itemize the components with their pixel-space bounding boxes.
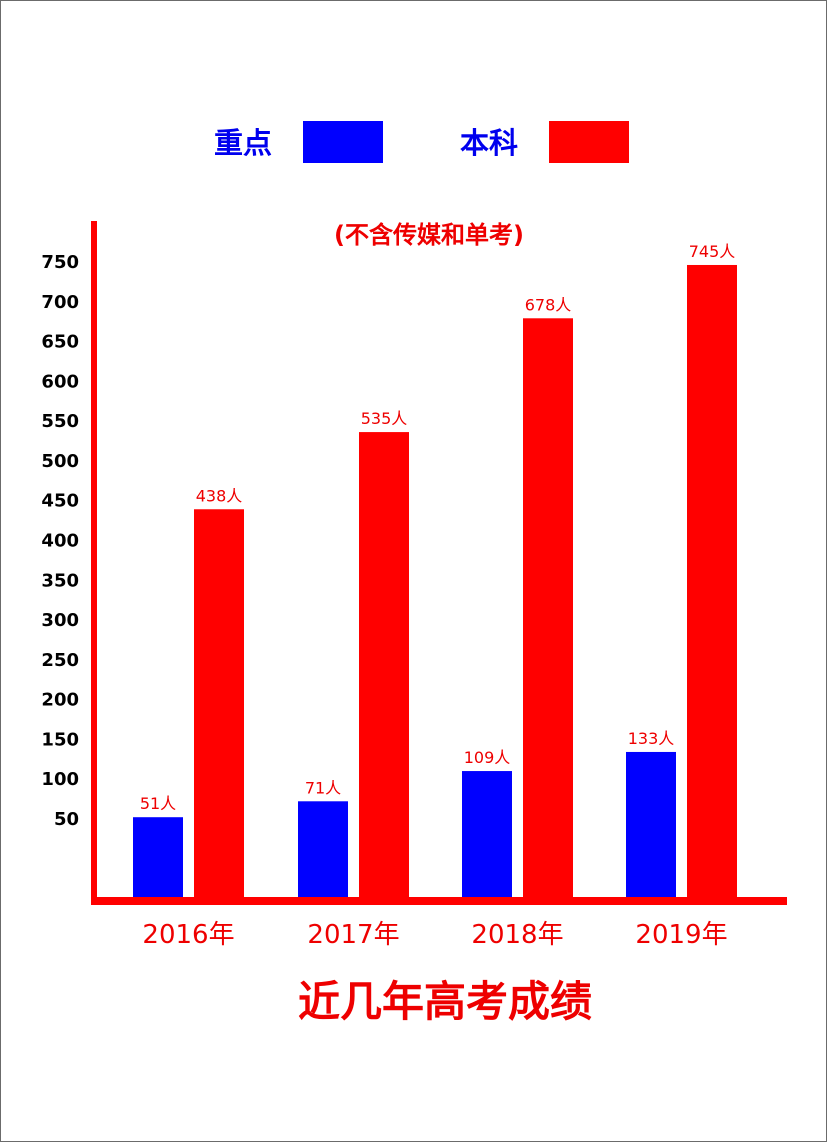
y-tick-label: 750 (41, 252, 79, 273)
y-tick-label: 450 (41, 491, 79, 512)
y-tick-label: 100 (41, 769, 79, 790)
data-label: 678人 (525, 295, 572, 314)
data-label: 133人 (628, 729, 675, 748)
chart-subtitle: (不含传媒和单考) (334, 221, 524, 249)
legend-regular-swatch (549, 121, 629, 163)
y-tick-label: 400 (41, 531, 79, 552)
y-tick-label: 550 (41, 411, 79, 432)
y-tick-label: 650 (41, 332, 79, 353)
x-tick-label: 2016年 (142, 920, 234, 950)
chart-marks: 50 100 150 200 250 300 350 400 450 500 550 600 650 70… (41, 242, 737, 950)
bar-key (298, 801, 348, 897)
bar-key (626, 751, 676, 897)
legend-regular-label: 本科 (460, 126, 519, 160)
y-tick-label: 600 (41, 371, 79, 392)
y-tick-label: 500 (41, 451, 79, 472)
y-tick-label: 700 (41, 292, 79, 313)
bar-key (462, 771, 512, 897)
data-label: 535人 (361, 409, 408, 428)
data-label: 109人 (464, 748, 511, 767)
x-axis-line (91, 897, 787, 905)
y-tick-label: 150 (41, 729, 79, 750)
bar-key (133, 817, 183, 897)
data-label: 438人 (196, 486, 243, 505)
y-tick-label: 50 (54, 809, 79, 830)
y-tick-label: 250 (41, 650, 79, 671)
bar-regular (523, 318, 573, 897)
bar-regular (194, 509, 244, 897)
y-axis-line (91, 221, 97, 905)
y-tick-label: 200 (41, 690, 79, 711)
x-tick-label: 2019年 (635, 920, 727, 950)
data-label: 745人 (689, 242, 736, 261)
chart-title: 近几年高考成绩 (298, 977, 592, 1026)
bar-regular (687, 264, 737, 897)
legend-key-swatch (303, 121, 383, 163)
x-tick-label: 2018年 (471, 920, 563, 950)
x-tick-label: 2017年 (307, 920, 399, 950)
data-label: 71人 (305, 778, 341, 797)
y-tick-label: 350 (41, 570, 79, 591)
y-tick-label: 300 (41, 610, 79, 631)
bar-regular (359, 432, 409, 897)
legend-key-label: 重点 (214, 126, 273, 160)
data-label: 51人 (140, 794, 176, 813)
